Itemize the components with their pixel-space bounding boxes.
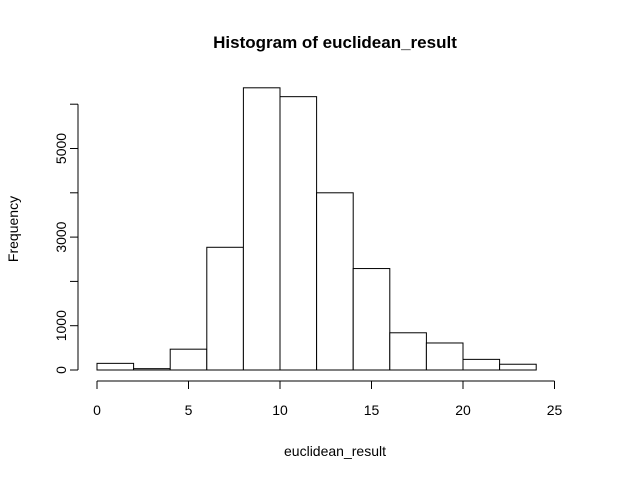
histogram-bar-3 bbox=[169, 348, 208, 371]
y-tick-label-0: 0 bbox=[53, 366, 69, 374]
chart-title: Histogram of euclidean_result bbox=[213, 33, 457, 52]
x-tick-label-5: 5 bbox=[185, 402, 193, 418]
x-tick-label-10: 10 bbox=[272, 402, 288, 418]
x-tick-label-25: 25 bbox=[547, 402, 563, 418]
histogram-bar-5 bbox=[242, 87, 281, 371]
x-axis: 0 5 10 15 20 25 bbox=[93, 380, 563, 418]
y-axis-label: Frequency bbox=[5, 196, 21, 262]
y-tick-label-5000: 5000 bbox=[53, 133, 69, 164]
histogram-bar-11 bbox=[462, 358, 501, 371]
histogram-bar-6 bbox=[279, 96, 318, 371]
y-tick-label-1000: 1000 bbox=[53, 310, 69, 341]
histogram-bar-4 bbox=[206, 246, 244, 371]
x-tick-label-15: 15 bbox=[364, 402, 380, 418]
histogram-bar-8 bbox=[352, 268, 391, 371]
x-tick-label-20: 20 bbox=[455, 402, 471, 418]
x-axis-label: euclidean_result bbox=[284, 443, 386, 459]
histogram-bar-1 bbox=[96, 362, 135, 371]
histogram-bar-7 bbox=[316, 192, 354, 371]
y-tick-label-3000: 3000 bbox=[53, 221, 69, 252]
histogram-bar-2 bbox=[133, 368, 171, 371]
histogram-bars bbox=[96, 87, 537, 371]
histogram-bar-10 bbox=[425, 342, 464, 371]
histogram-bar-12 bbox=[499, 363, 537, 371]
histogram-bar-9 bbox=[389, 332, 427, 371]
x-tick-label-0: 0 bbox=[93, 402, 101, 418]
y-axis: 0 1000 3000 5000 bbox=[53, 103, 79, 374]
